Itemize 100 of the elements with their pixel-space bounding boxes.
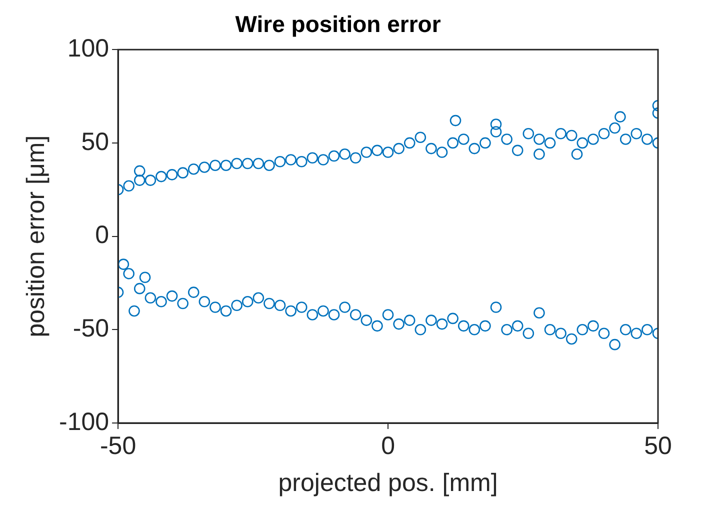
point: [318, 305, 329, 317]
point: [544, 324, 556, 336]
point: [490, 118, 502, 130]
point: [566, 333, 578, 345]
point: [436, 146, 448, 158]
point: [264, 160, 275, 172]
y-tick-label: 0: [95, 221, 110, 250]
point: [566, 130, 578, 142]
point: [296, 302, 308, 313]
point: [436, 318, 448, 330]
point: [468, 324, 480, 336]
point: [458, 134, 470, 145]
y-axis-title: position error [μm]: [22, 135, 50, 338]
point: [447, 312, 458, 324]
point: [372, 144, 383, 156]
point: [360, 146, 372, 158]
point: [144, 292, 156, 304]
point: [501, 324, 512, 336]
point: [118, 258, 130, 270]
point: [447, 137, 458, 149]
point: [544, 137, 556, 149]
point: [231, 300, 242, 312]
point: [576, 137, 588, 149]
point: [360, 314, 372, 326]
point: [501, 134, 512, 145]
point: [458, 320, 470, 332]
point: [339, 302, 350, 313]
point: [480, 320, 491, 332]
point: [555, 128, 566, 140]
point: [328, 309, 340, 320]
point: [252, 292, 264, 304]
point: [534, 134, 545, 145]
point: [404, 314, 416, 326]
point: [490, 302, 502, 313]
y-tick-label: 50: [81, 128, 110, 156]
point: [220, 305, 232, 317]
point: [512, 144, 524, 156]
point: [620, 324, 632, 336]
point: [426, 142, 437, 154]
point: [123, 180, 134, 192]
point: [285, 305, 296, 317]
point: [188, 286, 200, 298]
point: [468, 142, 480, 154]
point: [588, 320, 599, 332]
point: [426, 314, 437, 326]
point: [382, 309, 394, 320]
point: [274, 300, 286, 312]
x-tick-label: 50: [644, 432, 672, 460]
point: [285, 154, 296, 166]
point: [339, 148, 350, 160]
point: [522, 128, 534, 140]
point: [177, 167, 188, 178]
point: [231, 158, 242, 170]
point: [534, 148, 545, 160]
point: [264, 298, 275, 310]
point: [156, 170, 167, 182]
point: [534, 307, 545, 318]
y-tick-label: -50: [72, 314, 110, 343]
point: [306, 309, 318, 320]
point: [598, 128, 610, 140]
chart-title: Wire position error: [235, 11, 441, 38]
point: [252, 158, 264, 170]
point: [571, 148, 583, 160]
point: [414, 324, 426, 336]
point: [166, 290, 178, 302]
point: [188, 163, 200, 175]
point: [490, 126, 502, 138]
point: [372, 320, 383, 332]
point: [306, 152, 318, 164]
point: [598, 328, 610, 340]
point: [620, 134, 632, 145]
y-tick-label: 100: [67, 34, 110, 62]
point: [166, 169, 178, 180]
point: [393, 142, 404, 154]
point: [242, 296, 254, 308]
point: [123, 268, 134, 280]
point: [350, 309, 362, 320]
point: [609, 338, 620, 350]
point: [198, 296, 210, 308]
point: [318, 154, 329, 166]
point: [128, 305, 140, 317]
point: [198, 162, 210, 173]
x-tick-label: 0: [381, 432, 395, 460]
point: [512, 320, 524, 332]
point: [156, 296, 167, 308]
point: [328, 150, 340, 162]
point: [642, 134, 653, 145]
point: [393, 318, 404, 330]
point: [242, 158, 254, 170]
point: [522, 328, 534, 340]
point: [220, 160, 232, 172]
point: [609, 122, 620, 134]
point: [404, 137, 416, 149]
point: [274, 156, 286, 168]
point: [382, 146, 394, 158]
point: [134, 282, 146, 294]
point: [296, 156, 308, 168]
point: [480, 137, 491, 149]
point: [614, 111, 626, 122]
point: [350, 152, 362, 164]
